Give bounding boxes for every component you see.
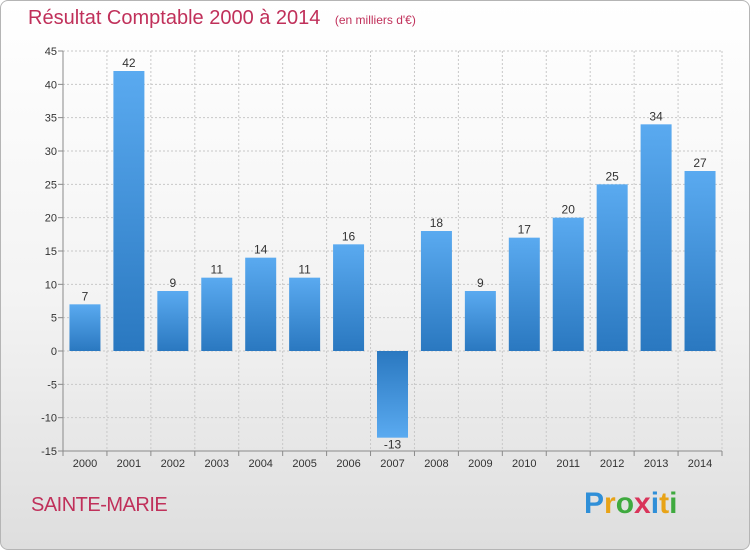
- x-tick-label: 2007: [380, 458, 404, 470]
- title-block: Résultat Comptable 2000 à 2014 (en milli…: [28, 7, 416, 30]
- data-label-2005: 11: [298, 263, 311, 277]
- x-tick-label: 2012: [600, 458, 624, 470]
- y-tick-label: 10: [45, 279, 57, 291]
- place-name: SAINTE-MARIE: [31, 494, 168, 516]
- x-tick-label: 2014: [688, 458, 712, 470]
- bar-2011: [552, 217, 584, 351]
- bar-2014: [684, 171, 716, 351]
- brand-letter: t: [659, 487, 670, 520]
- bar-2013: [640, 124, 672, 351]
- bar-2000: [69, 304, 101, 351]
- x-tick-label: 2006: [336, 458, 360, 470]
- brand-letter: P: [584, 487, 605, 520]
- brand-letter: i: [650, 487, 660, 520]
- chart-subtitle: (en milliers d'€): [334, 13, 416, 27]
- bar-2010: [508, 237, 540, 351]
- y-tick-label: 0: [51, 346, 57, 358]
- data-label-2010: 17: [518, 223, 532, 237]
- y-tick-label: 35: [45, 113, 57, 125]
- x-tick-label: 2009: [468, 458, 492, 470]
- y-tick-label: 5: [51, 313, 57, 325]
- bar-2005: [289, 277, 321, 351]
- chart-title: Résultat Comptable 2000 à 2014: [28, 7, 321, 29]
- x-tick-label: 2004: [248, 458, 272, 470]
- bar-2007: [377, 351, 408, 438]
- axes: -15 -10 -5 0 5 10 15 20 25 30 35 40 45: [41, 46, 723, 458]
- data-label-2012: 25: [605, 169, 619, 183]
- data-label-2007: -13: [384, 438, 402, 452]
- y-tick-label: 15: [45, 246, 57, 258]
- brand-letter: o: [615, 487, 635, 520]
- bar-2003: [201, 277, 233, 351]
- y-tick-label: 25: [45, 179, 57, 191]
- y-tick-label: -5: [47, 379, 57, 391]
- y-tick-label: 40: [45, 79, 57, 91]
- data-label-2014: 27: [693, 156, 707, 170]
- x-tick-label: 2003: [205, 458, 229, 470]
- data-label-2003: 11: [211, 263, 224, 277]
- labels: 7 2000 42 2001 9 2002 11 2003 14 2004 11 2005 16 2006…: [73, 56, 713, 470]
- bars: [69, 71, 716, 438]
- y-tick-label: 45: [45, 46, 57, 58]
- data-label-2002: 9: [169, 276, 176, 290]
- brand-letter: i: [669, 487, 678, 520]
- bar-2006: [333, 244, 365, 351]
- data-label-2013: 34: [649, 109, 663, 123]
- brand-letter: x: [634, 487, 651, 520]
- y-tick-label: -10: [41, 413, 57, 425]
- x-tick-label: 2000: [73, 458, 97, 470]
- brand-logo: Proxiti: [584, 487, 677, 521]
- x-tick-label: 2013: [644, 458, 668, 470]
- x-tick-label: 2002: [161, 458, 185, 470]
- y-tick-label: -15: [41, 446, 57, 458]
- data-label-2008: 18: [430, 216, 444, 230]
- y-tick-label: 30: [45, 146, 57, 158]
- data-label-2001: 42: [122, 56, 136, 70]
- x-tick-label: 2005: [292, 458, 316, 470]
- x-tick-label: 2001: [117, 458, 141, 470]
- y-tick-label: 20: [45, 213, 57, 225]
- data-label-2004: 14: [254, 243, 268, 257]
- x-tick-label: 2008: [424, 458, 448, 470]
- x-tick-label: 2010: [512, 458, 536, 470]
- bar-2001: [113, 71, 145, 351]
- data-label-2011: 20: [562, 203, 576, 217]
- bar-2002: [157, 291, 189, 351]
- bar-2008: [420, 231, 452, 351]
- data-label-2009: 9: [477, 276, 484, 290]
- data-label-2006: 16: [342, 229, 356, 243]
- bar-2012: [596, 184, 628, 351]
- brand-letter: r: [604, 487, 616, 520]
- data-label-2000: 7: [82, 289, 89, 303]
- bar-2004: [245, 257, 277, 351]
- bar-2009: [464, 291, 496, 351]
- x-tick-label: 2011: [556, 458, 580, 470]
